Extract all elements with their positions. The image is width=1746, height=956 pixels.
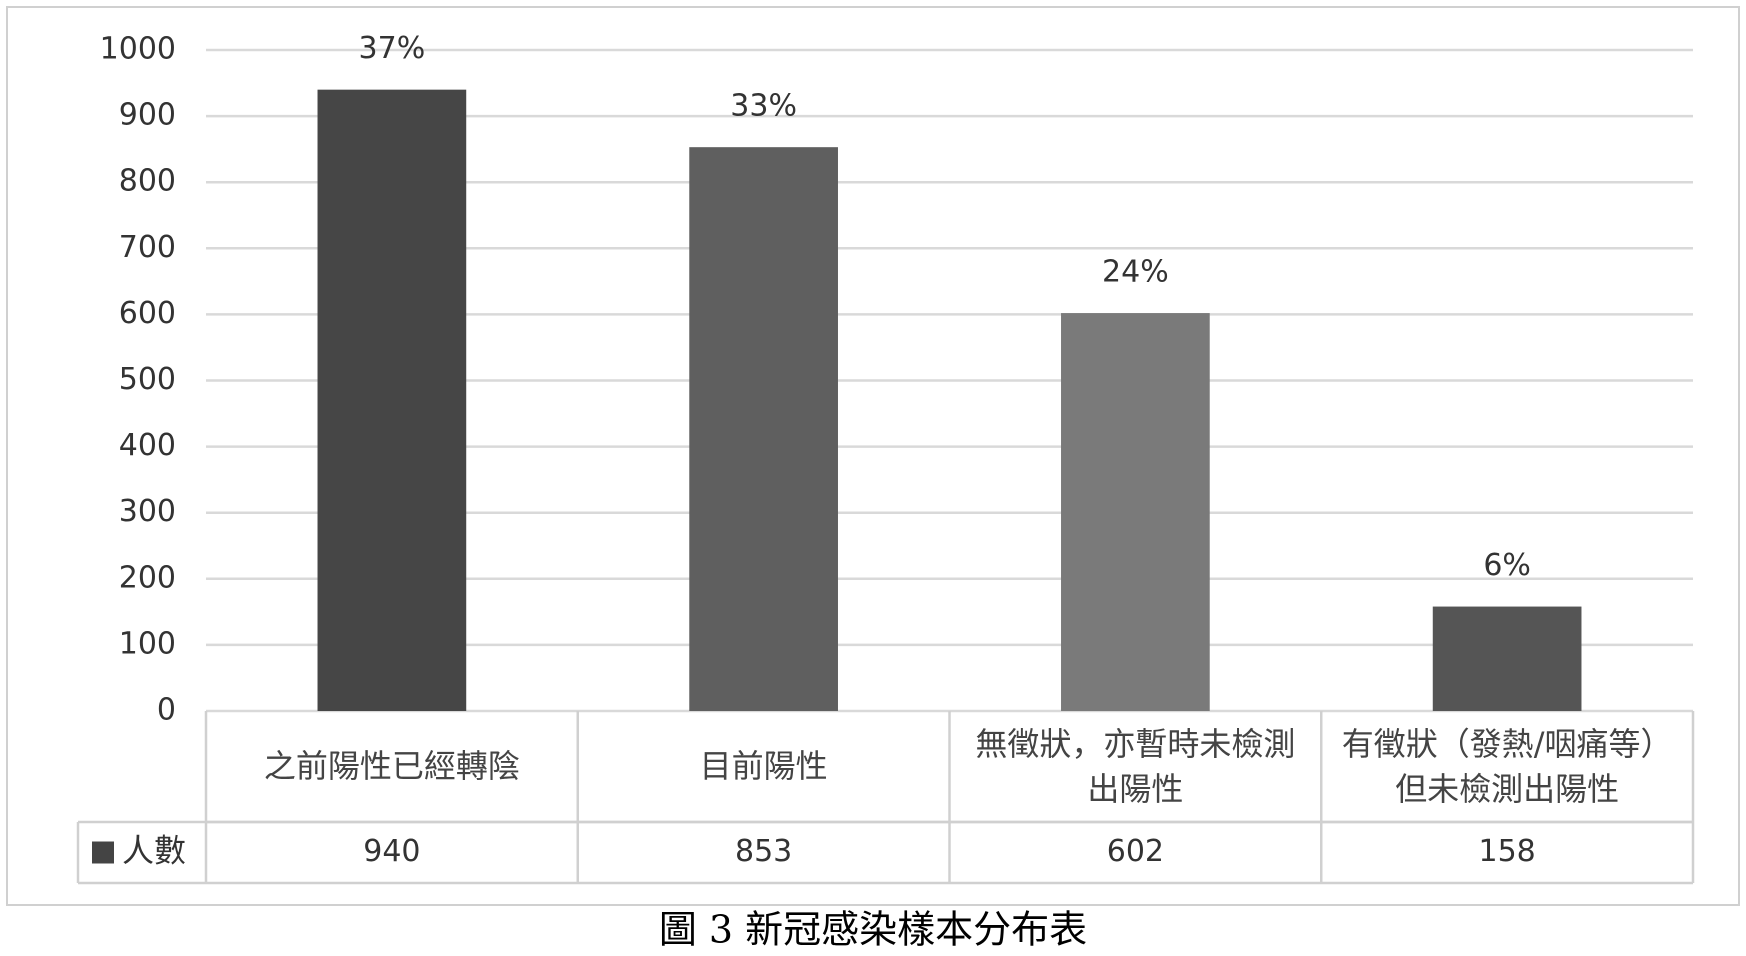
- bar-label: 6%: [1483, 548, 1531, 583]
- chart-title: 圖 3 新冠感染樣本分布表: [659, 908, 1087, 952]
- y-tick-label: 100: [119, 626, 176, 661]
- y-tick-label: 1000: [100, 32, 176, 67]
- x-tick-label: 有徵狀（發熱/咽痛等）但未檢測出陽性: [1341, 724, 1673, 808]
- bar: [1061, 313, 1210, 711]
- category-cell: 有徵狀（發熱/咽痛等）但未檢測出陽性: [1341, 724, 1673, 808]
- table-value: 602: [1107, 834, 1164, 869]
- legend-swatch: [92, 841, 114, 864]
- bar-label: 24%: [1102, 255, 1169, 290]
- y-tick-label: 400: [119, 428, 176, 463]
- bar: [689, 147, 838, 712]
- legend-label: 人數: [122, 832, 186, 870]
- x-tick-label: 之前陽性已經轉陰: [263, 747, 520, 786]
- y-tick-label: 800: [119, 164, 176, 199]
- table-value: 853: [735, 834, 792, 869]
- category-cell: 無徵狀，亦暫時未檢測出陽性: [975, 724, 1296, 808]
- chart-border: [6, 6, 1740, 906]
- bar-label: 37%: [359, 31, 426, 66]
- y-tick-label: 900: [119, 98, 176, 133]
- y-tick-label: 600: [119, 296, 176, 331]
- table-value: 940: [363, 834, 420, 869]
- category-cell: 之前陽性已經轉陰: [263, 747, 520, 786]
- y-tick-label: 500: [119, 362, 176, 397]
- y-tick-label: 200: [119, 560, 176, 595]
- y-tick-label: 300: [119, 494, 176, 529]
- bar: [1432, 606, 1582, 711]
- y-tick-label: 0: [157, 693, 176, 728]
- bar-label: 33%: [730, 89, 797, 124]
- y-tick-label: 700: [119, 230, 176, 265]
- table-value: 158: [1478, 834, 1535, 869]
- x-tick-label: 目前陽性: [699, 747, 828, 786]
- category-cell: 目前陽性: [699, 747, 828, 786]
- x-tick-label: 無徵狀，亦暫時未檢測出陽性: [975, 724, 1296, 808]
- bar: [317, 89, 467, 711]
